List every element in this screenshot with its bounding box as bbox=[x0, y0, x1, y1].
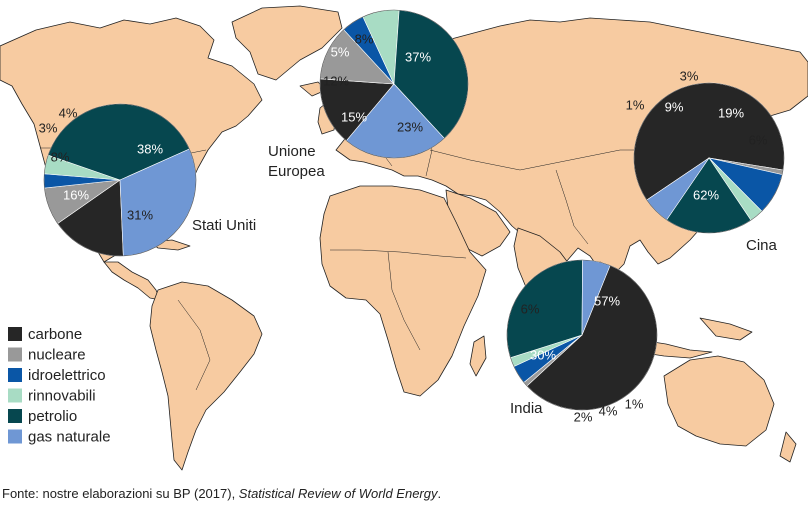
pie-outline-cina bbox=[633, 82, 785, 234]
pct-label-unione-europea-gas-naturale: 23% bbox=[397, 119, 423, 134]
legend: carbone nucleare idroelettrico rinnovabili p… bbox=[0, 318, 140, 452]
pct-label-cina-carbone: 62% bbox=[693, 187, 719, 202]
legend-label-petrolio: petrolio bbox=[28, 408, 77, 425]
pct-label-cina-nucleare: 1% bbox=[626, 97, 645, 112]
pie-unione-europea: 15% 12% 5% 8% 37% 23% bbox=[319, 9, 469, 159]
legend-label-rinnovabili: rinnovabili bbox=[28, 388, 96, 405]
region-label-unione-europea: Unione Europea bbox=[268, 143, 325, 180]
legend-item-petrolio: petrolio bbox=[8, 408, 77, 425]
australia-shape bbox=[663, 355, 775, 447]
legend-label-carbone: carbone bbox=[28, 326, 82, 343]
pct-label-stati-uniti-petrolio: 38% bbox=[137, 141, 163, 156]
legend-swatch-petrolio bbox=[8, 409, 22, 423]
new-guinea-shape bbox=[699, 317, 753, 341]
pie-stati-uniti: 16% 8% 3%4% 38% 31% bbox=[39, 103, 197, 257]
pct-label-india-rinnovabili: 2% bbox=[574, 409, 593, 424]
pie-outline-stati-uniti bbox=[43, 103, 197, 257]
border-africa-sahel bbox=[330, 249, 467, 259]
pct-label-unione-europea-petrolio: 37% bbox=[405, 49, 431, 64]
pie-cina: 62% 1% 9% 3% 19% 6% bbox=[626, 68, 785, 234]
legend-swatch-rinnovabili bbox=[8, 388, 22, 403]
pct-label-stati-uniti-idroelettrico: 3% bbox=[39, 120, 58, 135]
region-label-india: India bbox=[510, 400, 543, 417]
greenland-shape bbox=[231, 5, 343, 81]
source-suffix: . bbox=[437, 486, 442, 501]
region-labels: Stati Uniti Unione Europea Cina India bbox=[192, 143, 778, 417]
new-zealand-shape bbox=[779, 431, 797, 463]
pct-label-unione-europea-idroelettrico: 5% bbox=[331, 44, 350, 59]
legend-label-idroelettrico: idroelettrico bbox=[28, 367, 106, 384]
pct-label-cina-idroelettrico: 9% bbox=[665, 99, 684, 114]
pct-label-unione-europea-nucleare: 12% bbox=[323, 73, 349, 88]
region-label-stati-uniti: Stati Uniti bbox=[192, 217, 256, 234]
pct-label-india-gas-naturale: 6% bbox=[521, 301, 540, 316]
source-prefix: Fonte: nostre elaborazioni su BP (2017), bbox=[2, 486, 239, 501]
pie-charts: 16%8%3%4%38%31%15%12%5%8%37%23%62%1% 9%3%… bbox=[39, 9, 785, 424]
south-america-shape bbox=[149, 281, 263, 471]
pct-label-unione-europea-rinnovabili: 8% bbox=[355, 31, 374, 46]
legend-label-gas-naturale: gas naturale bbox=[28, 429, 111, 446]
legend-swatch-carbone bbox=[8, 327, 22, 341]
legend-item-idroelettrico: idroelettrico bbox=[8, 367, 106, 384]
legend-swatch-nucleare bbox=[8, 347, 22, 362]
pie-india: 57% 1% 4% 2% 30% 6% bbox=[506, 259, 658, 424]
pie-outline-unione-europea bbox=[319, 9, 469, 159]
border-africa-central bbox=[387, 251, 421, 351]
pct-label-india-petrolio: 30% bbox=[530, 347, 556, 362]
border-south-america bbox=[177, 299, 211, 391]
legend-item-carbone: carbone bbox=[8, 326, 82, 343]
legend-label-nucleare: nucleare bbox=[28, 347, 86, 364]
pct-label-india-carbone: 57% bbox=[594, 293, 620, 308]
africa-shape bbox=[319, 185, 487, 397]
legend-swatch-idroelettrico bbox=[8, 368, 22, 382]
madagascar-shape bbox=[469, 335, 487, 377]
pct-label-stati-uniti-carbone: 16% bbox=[63, 187, 89, 202]
world-map: 16%8%3%4%38%31%15%12%5%8%37%23%62%1% 9%3%… bbox=[0, 5, 808, 471]
pct-label-cina-petrolio: 19% bbox=[718, 105, 744, 120]
pie-outline-india bbox=[506, 259, 658, 411]
region-label-cina: Cina bbox=[746, 237, 778, 254]
legend-item-nucleare: nucleare bbox=[8, 347, 86, 364]
pct-label-stati-uniti-gas-naturale: 31% bbox=[127, 207, 153, 222]
pct-label-india-idroelettrico: 4% bbox=[599, 403, 618, 418]
pct-label-unione-europea-carbone: 15% bbox=[341, 109, 367, 124]
legend-item-rinnovabili: rinnovabili bbox=[8, 388, 96, 405]
source-title: Statistical Review of World Energy bbox=[238, 486, 438, 501]
legend-swatch-gas-naturale bbox=[8, 429, 22, 444]
pct-label-cina-gas-naturale: 6% bbox=[749, 132, 768, 147]
pct-label-stati-uniti-nucleare: 8% bbox=[51, 149, 70, 164]
legend-item-gas-naturale: gas naturale bbox=[8, 429, 111, 446]
pct-label-cina-rinnovabili: 3% bbox=[680, 68, 699, 83]
pct-label-stati-uniti-rinnovabili: 4% bbox=[59, 105, 78, 120]
pct-label-india-nucleare: 1% bbox=[625, 396, 644, 411]
border-china-west bbox=[555, 169, 589, 245]
source-note: Fonte: nostre elaborazioni su BP (2017),… bbox=[2, 486, 441, 501]
legend-background bbox=[0, 318, 140, 452]
